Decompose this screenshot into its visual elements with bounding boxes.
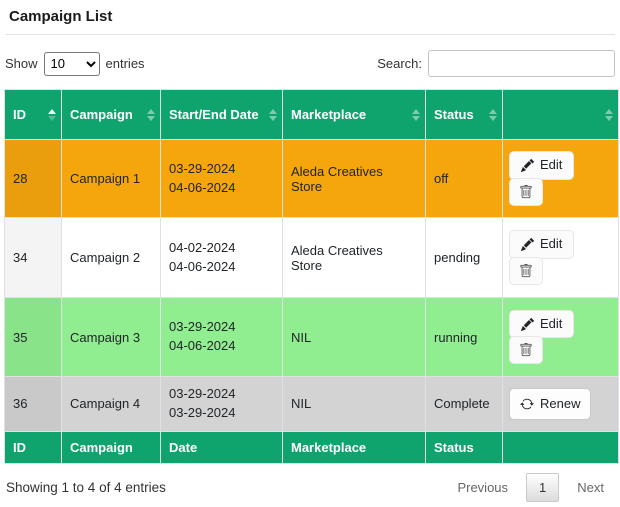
cell-dates: 04-02-2024 04-06-2024 (160, 217, 283, 298)
campaign-table: ID Campaign Start/End Date Marketplace S… (4, 89, 619, 464)
end-date: 03-29-2024 (169, 404, 236, 420)
sort-icons (605, 108, 613, 121)
cell-status: pending (425, 217, 503, 298)
trash-icon (519, 343, 533, 357)
pencil-icon (521, 317, 534, 331)
sort-icons (412, 108, 420, 121)
cell-marketplace: Aleda Creatives Store (282, 139, 426, 218)
entries-label: entries (105, 56, 145, 71)
start-date: 03-29-2024 (169, 160, 236, 176)
cell-marketplace: NIL (282, 376, 426, 432)
renew-button[interactable]: Renew (509, 387, 592, 420)
footer-actions (502, 430, 619, 464)
header-id[interactable]: ID (4, 89, 62, 140)
search-label: Search: (377, 56, 422, 71)
table-row: 36 Campaign 4 03-29-2024 03-29-2024 NIL … (4, 376, 619, 432)
cell-status: running (425, 297, 503, 377)
cell-actions: Renew (502, 376, 619, 432)
footer-date: Date (160, 430, 283, 464)
page-length-select[interactable]: 10 (43, 51, 100, 76)
next-page-button[interactable]: Next (577, 479, 604, 495)
table-controls: Show 10 entries Search: (5, 50, 615, 77)
footer-status: Status (425, 430, 503, 464)
sort-icons (489, 108, 497, 121)
table-bottom-bar: Showing 1 to 4 of 4 entries Previous 1 N… (6, 472, 614, 502)
previous-page-button[interactable]: Previous (457, 479, 509, 495)
page-length-control: Show 10 entries (5, 51, 145, 76)
sort-icons (48, 108, 56, 121)
start-date: 03-29-2024 (169, 386, 236, 401)
edit-button[interactable]: Edit (509, 309, 575, 339)
sort-icons (147, 108, 155, 121)
pencil-icon (521, 159, 534, 172)
cell-actions: Edit (502, 139, 619, 218)
refresh-icon (520, 397, 534, 411)
cell-marketplace: NIL (282, 297, 426, 377)
cell-campaign: Campaign 2 (61, 217, 161, 298)
cell-status: off (425, 139, 503, 218)
delete-button[interactable] (509, 256, 543, 285)
cell-id: 36 (4, 376, 62, 432)
cell-campaign: Campaign 3 (61, 297, 161, 377)
delete-button[interactable] (509, 336, 543, 365)
trash-icon (519, 184, 533, 199)
cell-status: Complete (425, 376, 503, 432)
page-title: Campaign List (9, 8, 113, 25)
search-control: Search: (377, 50, 615, 77)
cell-campaign: Campaign 4 (61, 376, 161, 432)
start-date: 03-29-2024 (169, 319, 236, 335)
cell-actions: Edit (502, 297, 619, 377)
table-row: 28 Campaign 1 03-29-2024 04-06-2024 Aled… (4, 139, 619, 218)
header-actions[interactable] (502, 89, 619, 140)
cell-id: 34 (4, 217, 62, 298)
show-label: Show (5, 56, 38, 71)
footer-marketplace: Marketplace (282, 430, 426, 464)
footer-id: ID (4, 430, 62, 464)
cell-campaign: Campaign 1 (61, 139, 161, 218)
header-marketplace[interactable]: Marketplace (282, 89, 426, 140)
cell-dates: 03-29-2024 03-29-2024 (160, 376, 283, 432)
search-input[interactable] (428, 50, 615, 77)
end-date: 04-06-2024 (169, 338, 236, 353)
cell-marketplace: Aleda Creatives Store (282, 217, 426, 298)
cell-id: 28 (4, 139, 62, 218)
table-header-row: ID Campaign Start/End Date Marketplace S… (4, 89, 619, 140)
footer-campaign: Campaign (61, 430, 161, 464)
sort-icons (269, 108, 277, 121)
pagination: Previous 1 Next (447, 472, 614, 502)
current-page-button[interactable]: 1 (526, 472, 560, 502)
header-campaign[interactable]: Campaign (61, 89, 161, 140)
cell-actions: Edit (502, 217, 619, 298)
edit-button[interactable]: Edit (509, 230, 575, 259)
header-status[interactable]: Status (425, 89, 503, 140)
cell-id: 35 (4, 297, 62, 377)
entries-info: Showing 1 to 4 of 4 entries (6, 479, 166, 495)
trash-icon (519, 263, 533, 278)
table-row: 35 Campaign 3 03-29-2024 04-06-2024 NIL … (4, 297, 619, 377)
start-date: 04-02-2024 (169, 239, 236, 255)
pencil-icon (521, 238, 534, 251)
cell-dates: 03-29-2024 04-06-2024 (160, 139, 283, 218)
end-date: 04-06-2024 (169, 179, 236, 195)
cell-dates: 03-29-2024 04-06-2024 (160, 297, 283, 377)
end-date: 04-06-2024 (169, 258, 236, 274)
title-divider (5, 34, 615, 35)
edit-button[interactable]: Edit (509, 151, 575, 180)
table-footer-row: ID Campaign Date Marketplace Status (4, 430, 619, 464)
delete-button[interactable] (509, 177, 543, 206)
header-start-end-date[interactable]: Start/End Date (160, 89, 283, 140)
table-row: 34 Campaign 2 04-02-2024 04-06-2024 Aled… (4, 217, 619, 298)
